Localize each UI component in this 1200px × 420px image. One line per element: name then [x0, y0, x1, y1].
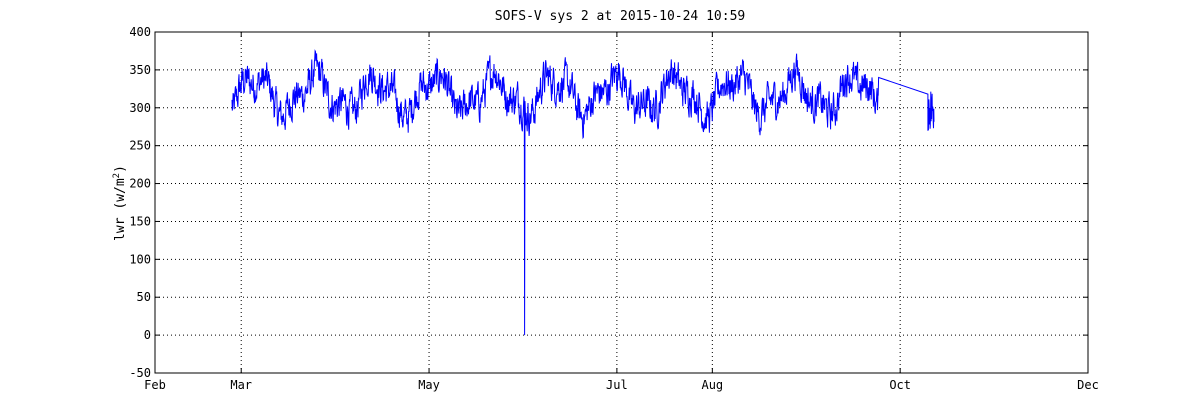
x-ticks: Feb Mar May Jul Aug Oct Dec: [144, 32, 1099, 392]
plot-area: [155, 32, 1088, 373]
xtick-label: Dec: [1077, 378, 1099, 392]
xtick-label: Oct: [889, 378, 911, 392]
axes: [154, 31, 1089, 374]
plot-background: [155, 32, 1088, 373]
y-axis-label: lwr (w/m2): [112, 165, 128, 241]
xtick-label: Mar: [230, 378, 252, 392]
y-axis-label-sup: 2: [112, 173, 122, 178]
ytick-label: 50: [137, 290, 151, 304]
ytick-label: 200: [129, 177, 151, 191]
xtick-label: Feb: [144, 378, 166, 392]
ytick-label: 150: [129, 214, 151, 228]
ytick-label: 0: [144, 328, 151, 342]
y-axis-label-close: ): [113, 165, 128, 173]
series-lwr: [231, 49, 935, 336]
ytick-label: -50: [129, 366, 151, 380]
xtick-label: Jul: [606, 378, 628, 392]
ytick-label: 300: [129, 101, 151, 115]
ytick-label: 400: [129, 25, 151, 39]
ytick-label: 100: [129, 252, 151, 266]
chart-title: SOFS-V sys 2 at 2015-10-24 10:59: [495, 9, 745, 24]
axes-box: [154, 31, 1089, 374]
xtick-label: May: [418, 378, 440, 392]
ytick-label: 250: [129, 139, 151, 153]
y-ticks: -50 0 50 100 150 200 250 300 350 400: [129, 25, 1088, 380]
ytick-label: 350: [129, 63, 151, 77]
y-axis-label-main: lwr (w/m: [113, 178, 128, 241]
xtick-label: Aug: [701, 378, 723, 392]
series-line: [231, 49, 935, 336]
